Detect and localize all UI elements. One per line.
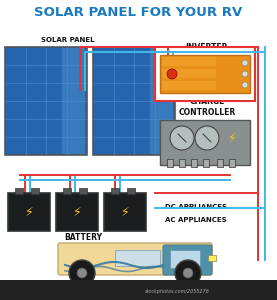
Text: SOLAR PANEL: SOLAR PANEL	[41, 37, 95, 43]
Text: INVERTER: INVERTER	[186, 44, 228, 52]
Circle shape	[195, 126, 219, 150]
Bar	[217, 159, 223, 167]
Bar	[160, 120, 250, 165]
Bar	[56, 193, 98, 231]
Bar	[127, 188, 135, 194]
Bar	[191, 159, 197, 167]
Bar	[93, 47, 175, 155]
Text: stockphotos.com/2055276: stockphotos.com/2055276	[145, 290, 210, 295]
Circle shape	[242, 60, 248, 66]
Bar	[115, 250, 160, 266]
Bar	[0, 280, 277, 300]
Circle shape	[170, 126, 194, 150]
Circle shape	[77, 268, 87, 278]
Circle shape	[167, 69, 177, 79]
Bar	[155, 47, 255, 101]
Bar	[150, 48, 173, 154]
Bar	[229, 159, 235, 167]
Bar	[162, 69, 216, 78]
Text: AC APPLIANCES: AC APPLIANCES	[165, 217, 227, 223]
Circle shape	[175, 260, 201, 286]
Bar	[203, 159, 209, 167]
Bar	[5, 47, 87, 155]
Bar	[79, 188, 87, 194]
Bar	[208, 255, 216, 261]
Bar	[160, 55, 250, 93]
Text: SOLAR PANEL FOR YOUR RV: SOLAR PANEL FOR YOUR RV	[34, 5, 242, 19]
Text: DC APPLIANCES: DC APPLIANCES	[165, 204, 227, 210]
Bar	[62, 48, 85, 154]
Circle shape	[242, 71, 248, 77]
Text: ⚡: ⚡	[120, 206, 129, 218]
Circle shape	[183, 268, 193, 278]
Bar	[63, 188, 71, 194]
Bar	[14, 188, 22, 194]
Text: ⚡: ⚡	[228, 131, 236, 145]
Bar	[104, 193, 146, 231]
Text: ⚡: ⚡	[25, 206, 33, 218]
Bar	[162, 57, 216, 66]
Text: CHARGE
CONTROLLER: CHARGE CONTROLLER	[178, 97, 236, 117]
FancyBboxPatch shape	[58, 243, 212, 275]
Text: BATTERY: BATTERY	[64, 233, 102, 242]
FancyBboxPatch shape	[163, 245, 212, 275]
Bar	[170, 250, 200, 268]
Circle shape	[69, 260, 95, 286]
Circle shape	[242, 82, 248, 88]
Bar	[31, 188, 39, 194]
Text: ⚡: ⚡	[73, 206, 81, 218]
Bar	[167, 159, 173, 167]
Bar	[8, 193, 50, 231]
Bar	[111, 188, 119, 194]
Bar	[179, 159, 185, 167]
Bar	[162, 81, 216, 90]
